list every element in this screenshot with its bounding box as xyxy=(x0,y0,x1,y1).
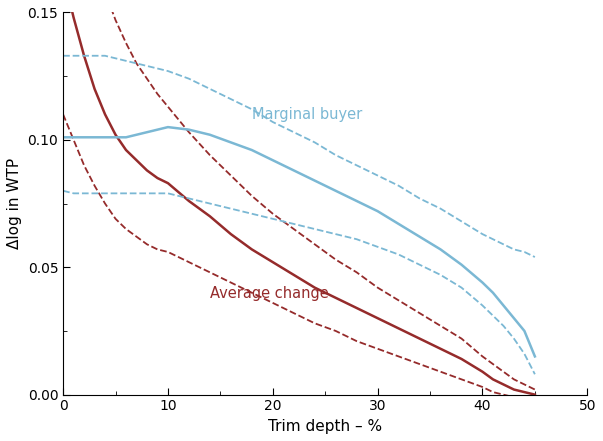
X-axis label: Trim depth – %: Trim depth – % xyxy=(268,419,382,434)
Text: Average change: Average change xyxy=(210,286,329,301)
Text: Marginal buyer: Marginal buyer xyxy=(252,108,362,123)
Y-axis label: Δlog in WTP: Δlog in WTP xyxy=(7,158,22,249)
